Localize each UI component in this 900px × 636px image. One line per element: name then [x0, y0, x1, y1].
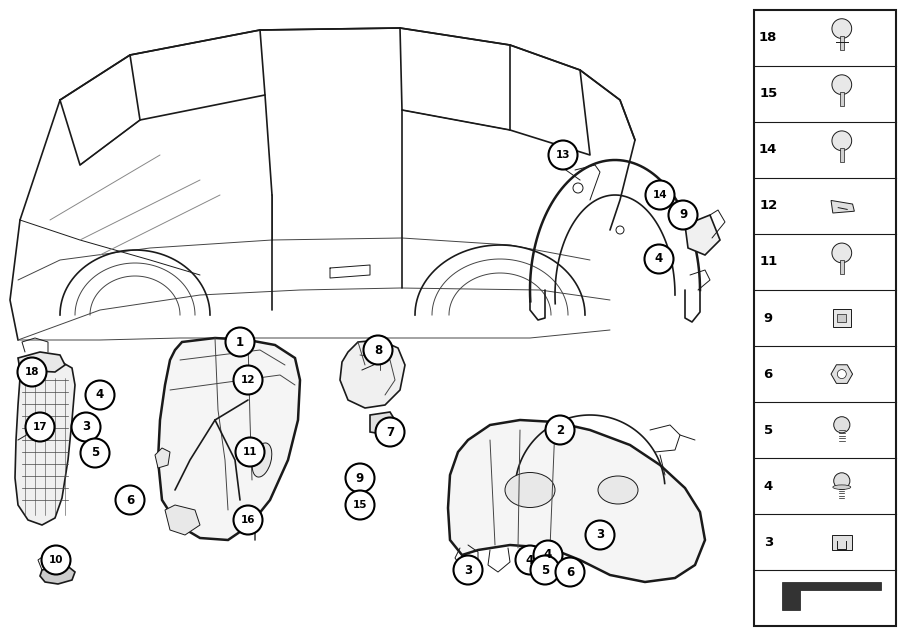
Text: 4: 4 [655, 252, 663, 265]
Circle shape [25, 413, 55, 441]
Text: 8: 8 [374, 343, 382, 357]
Circle shape [346, 490, 374, 520]
Text: 4: 4 [526, 553, 534, 567]
Text: 14: 14 [759, 143, 778, 156]
Text: 9: 9 [356, 471, 364, 485]
Circle shape [616, 226, 624, 234]
Circle shape [555, 558, 584, 586]
Circle shape [645, 181, 674, 209]
Text: 4: 4 [96, 389, 104, 401]
Polygon shape [340, 340, 405, 408]
Circle shape [71, 413, 101, 441]
Text: 3: 3 [82, 420, 90, 434]
Circle shape [833, 417, 850, 433]
Text: 15: 15 [759, 87, 778, 100]
Circle shape [41, 546, 70, 574]
Text: 13: 13 [556, 150, 571, 160]
Text: 16: 16 [241, 515, 256, 525]
Circle shape [86, 380, 114, 410]
Polygon shape [370, 412, 398, 435]
Polygon shape [782, 581, 881, 610]
Text: 1: 1 [236, 336, 244, 349]
Circle shape [833, 473, 850, 489]
Circle shape [548, 141, 578, 170]
Circle shape [346, 464, 374, 492]
Bar [837, 314, 846, 322]
Ellipse shape [252, 443, 272, 477]
Circle shape [454, 555, 482, 584]
Text: 5: 5 [91, 446, 99, 459]
Text: 6: 6 [763, 368, 773, 380]
Text: 14: 14 [652, 190, 667, 200]
Text: 11: 11 [243, 447, 257, 457]
Text: 10: 10 [49, 555, 63, 565]
Polygon shape [155, 448, 170, 468]
Polygon shape [15, 360, 75, 525]
Circle shape [233, 366, 263, 394]
Text: 3: 3 [763, 536, 773, 549]
Ellipse shape [832, 485, 850, 489]
Polygon shape [448, 420, 705, 582]
Text: 5: 5 [541, 563, 549, 576]
Ellipse shape [505, 473, 555, 508]
Circle shape [375, 417, 404, 446]
Text: 18: 18 [759, 31, 778, 44]
Polygon shape [165, 505, 200, 535]
Circle shape [832, 18, 851, 39]
Bar [754, 10, 896, 626]
Bar [840, 148, 844, 162]
Circle shape [534, 541, 562, 569]
Text: 4: 4 [763, 480, 773, 493]
Text: 15: 15 [353, 500, 367, 510]
Circle shape [644, 244, 673, 273]
Circle shape [80, 438, 110, 467]
Circle shape [669, 200, 698, 230]
Polygon shape [831, 365, 852, 384]
Polygon shape [18, 352, 65, 372]
Text: 9: 9 [763, 312, 773, 324]
Text: 3: 3 [596, 529, 604, 541]
Circle shape [586, 520, 615, 550]
Circle shape [573, 183, 583, 193]
Text: 7: 7 [386, 425, 394, 438]
Circle shape [226, 328, 255, 357]
Bar [832, 535, 851, 550]
Bar [832, 309, 850, 327]
Circle shape [115, 485, 145, 515]
Circle shape [832, 75, 851, 95]
Text: 17: 17 [32, 422, 48, 432]
Circle shape [545, 415, 574, 445]
Bar [840, 36, 844, 50]
Text: 6: 6 [126, 494, 134, 506]
Text: 2: 2 [556, 424, 564, 436]
Circle shape [837, 370, 846, 378]
Text: 11: 11 [759, 256, 778, 268]
Circle shape [233, 506, 263, 534]
Circle shape [832, 131, 851, 151]
Polygon shape [40, 564, 75, 584]
Text: 18: 18 [25, 367, 40, 377]
Polygon shape [831, 200, 854, 213]
Bar [840, 92, 844, 106]
Text: 3: 3 [464, 563, 472, 576]
Text: 5: 5 [763, 424, 773, 437]
Text: 12: 12 [759, 199, 778, 212]
Text: 12: 12 [241, 375, 256, 385]
Bar [840, 260, 844, 275]
Polygon shape [158, 338, 300, 540]
Ellipse shape [598, 476, 638, 504]
Circle shape [530, 555, 560, 584]
Text: 6: 6 [566, 565, 574, 579]
Polygon shape [685, 215, 720, 255]
Circle shape [236, 438, 265, 466]
Circle shape [17, 357, 47, 387]
Circle shape [516, 546, 544, 574]
Text: 9: 9 [679, 209, 687, 221]
Circle shape [832, 243, 851, 263]
Text: 4: 4 [544, 548, 552, 562]
Circle shape [364, 336, 392, 364]
